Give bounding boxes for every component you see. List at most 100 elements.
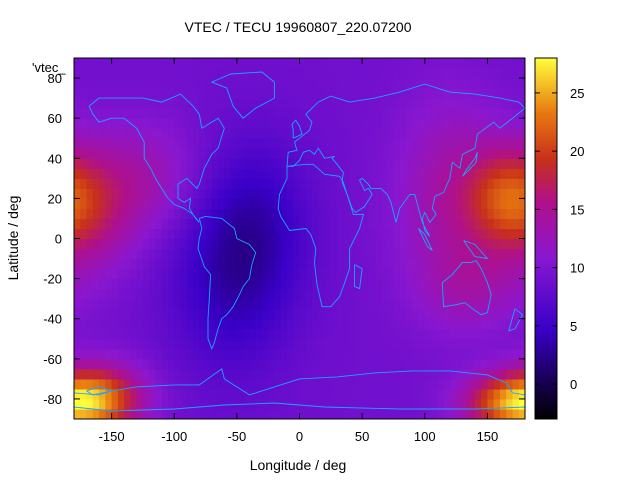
coastline (286, 83, 525, 237)
heatmap-cell (255, 298, 263, 310)
heatmap-cell (230, 248, 238, 260)
heatmap-cell (193, 268, 200, 280)
heatmap-cell (142, 258, 150, 270)
heatmap-cell (487, 378, 495, 390)
heatmap-cell (380, 258, 388, 270)
heatmap-cell (255, 258, 263, 270)
heatmap-cell (506, 318, 514, 330)
heatmap-cell (487, 58, 495, 69)
heatmap-cell (512, 238, 520, 250)
heatmap-cell (268, 158, 276, 169)
heatmap-cell (268, 58, 276, 69)
heatmap-cell (111, 268, 119, 280)
heatmap-cell (431, 88, 438, 99)
heatmap-cell (124, 228, 131, 240)
heatmap-cell (268, 238, 276, 250)
heatmap-cell (324, 148, 332, 159)
heatmap-cell (199, 358, 207, 370)
heatmap-cell (193, 198, 200, 210)
heatmap-cell (293, 278, 301, 290)
heatmap-cell (456, 68, 463, 79)
heatmap-cell (80, 58, 88, 69)
heatmap-cell (149, 128, 157, 139)
heatmap-cell (243, 78, 250, 89)
heatmap-cell (193, 238, 200, 250)
heatmap-cell (130, 278, 138, 290)
heatmap-cell (111, 378, 119, 390)
heatmap-cell (255, 268, 263, 280)
heatmap-cell (462, 228, 470, 240)
heatmap-cell (324, 288, 332, 300)
heatmap-cell (380, 338, 388, 350)
heatmap-cell (249, 298, 257, 310)
heatmap-cell (142, 328, 150, 340)
heatmap-cell (86, 398, 94, 410)
heatmap-cell (318, 128, 326, 139)
heatmap-cell (268, 188, 276, 199)
heatmap-cell (236, 358, 244, 370)
heatmap-cell (161, 378, 169, 390)
heatmap-cell (180, 198, 188, 210)
heatmap-cell (293, 368, 301, 380)
heatmap-cell (199, 268, 207, 280)
heatmap-cell (155, 348, 163, 360)
heatmap-cell (343, 368, 351, 380)
heatmap-cell (205, 238, 213, 250)
heatmap-cell (493, 118, 501, 129)
heatmap-cell (199, 328, 207, 340)
heatmap-cell (330, 298, 338, 310)
heatmap-cell (305, 358, 313, 370)
heatmap-cell (274, 78, 282, 89)
heatmap-cell (418, 238, 426, 250)
heatmap-cell (318, 378, 326, 390)
heatmap-cell (481, 168, 489, 179)
heatmap-cell (286, 68, 294, 79)
heatmap-cell (449, 388, 457, 400)
heatmap-cell (142, 168, 150, 179)
heatmap-cell (443, 228, 451, 240)
heatmap-cell (136, 178, 144, 189)
heatmap-cell (443, 58, 451, 69)
heatmap-cell (412, 68, 420, 79)
heatmap-cell (374, 158, 382, 169)
heatmap-cell (149, 188, 157, 199)
heatmap-cell (236, 268, 244, 280)
heatmap-cell (111, 208, 119, 220)
heatmap-cell (318, 308, 326, 320)
heatmap-cell (193, 298, 200, 310)
heatmap-cell (462, 198, 470, 210)
heatmap-cell (199, 398, 207, 410)
heatmap-cell (105, 228, 113, 240)
heatmap-cell (268, 108, 276, 119)
heatmap-cell (293, 388, 301, 400)
heatmap-cell (424, 338, 432, 350)
heatmap-cell (149, 198, 157, 210)
heatmap-cell (74, 288, 81, 300)
heatmap-cell (474, 318, 482, 330)
heatmap-cell (86, 248, 94, 260)
heatmap-cell (92, 378, 100, 390)
heatmap-cell (74, 58, 81, 69)
heatmap-cell (243, 208, 250, 220)
heatmap-cell (249, 208, 257, 220)
heatmap-cell (230, 338, 238, 350)
heatmap-cell (405, 78, 413, 89)
heatmap-cell (193, 178, 200, 189)
heatmap-cell (437, 228, 445, 240)
heatmap-cell (199, 78, 207, 89)
heatmap-cell (286, 128, 294, 139)
heatmap-cell (105, 138, 113, 149)
heatmap-cell (130, 368, 138, 380)
colorbar (534, 57, 558, 420)
heatmap-cell (449, 138, 457, 149)
heatmap-cell (481, 128, 489, 139)
heatmap-cell (193, 98, 200, 109)
heatmap-cell (493, 208, 501, 220)
heatmap-cell (374, 148, 382, 159)
heatmap-cell (211, 168, 219, 179)
heatmap-cell (249, 68, 257, 79)
heatmap-cell (462, 218, 470, 230)
heatmap-cell (374, 338, 382, 350)
heatmap-cell (474, 288, 482, 300)
